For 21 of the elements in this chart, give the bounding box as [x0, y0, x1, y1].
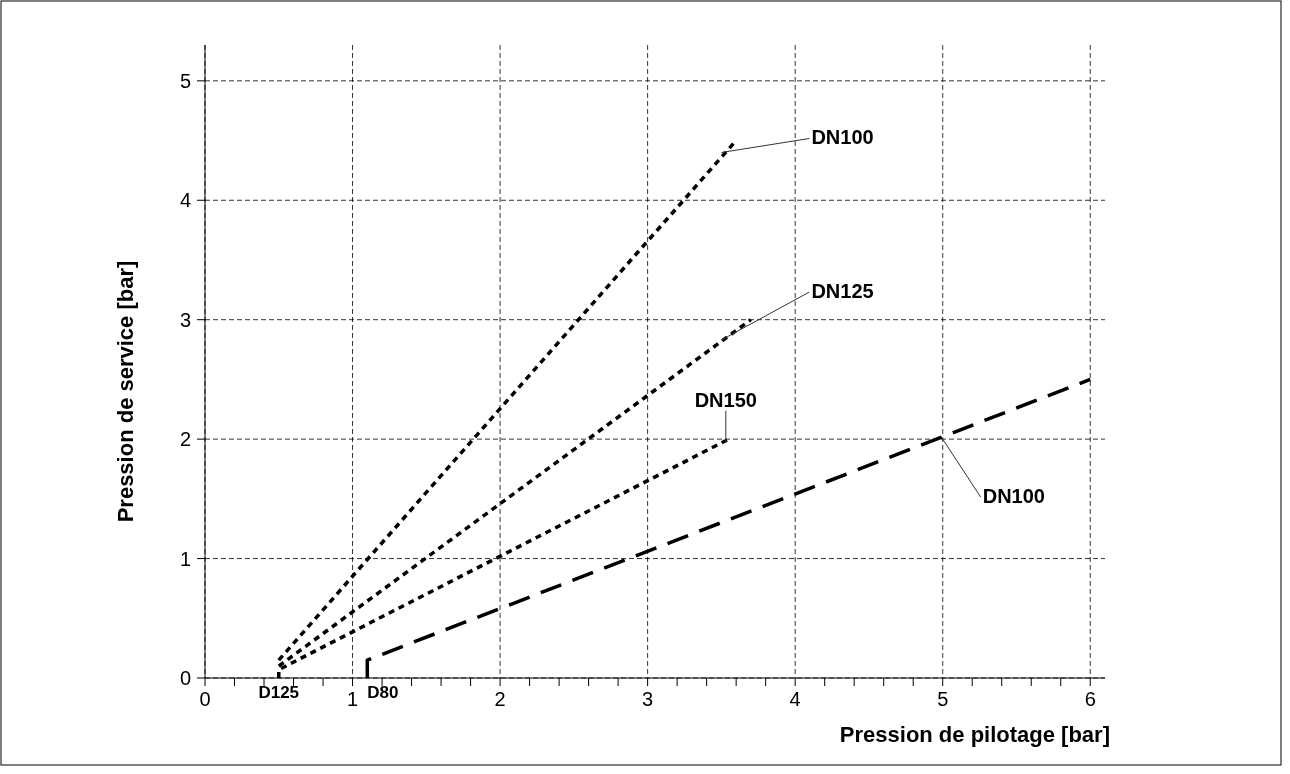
y-tick-label: 0 — [179, 667, 191, 689]
y-axis-title: Pression de service [bar] — [113, 260, 138, 523]
x-tick-label: 1 — [346, 688, 359, 710]
annotation: D125 — [258, 683, 300, 702]
x-tick-label: 4 — [789, 688, 801, 710]
x-axis-title: Pression de pilotage [bar] — [839, 722, 1110, 747]
annotation: DN100 — [811, 126, 874, 149]
annotation: D80 — [367, 683, 399, 702]
y-tick-label: 2 — [179, 428, 191, 451]
y-tick-label: 1 — [179, 547, 191, 570]
y-tick-label: 5 — [179, 69, 191, 92]
x-tick-label: 6 — [1084, 688, 1096, 710]
annotation: DN150 — [694, 388, 757, 411]
x-tick-label: 5 — [937, 688, 949, 710]
x-tick-label: 2 — [494, 688, 506, 710]
annotation: DN100 — [982, 485, 1045, 508]
y-tick-label: 3 — [179, 308, 191, 331]
y-tick-label: 4 — [179, 189, 191, 212]
annotation: DN125 — [811, 280, 874, 302]
x-tick-label: 3 — [642, 688, 654, 710]
x-tick-label: 0 — [199, 688, 211, 710]
